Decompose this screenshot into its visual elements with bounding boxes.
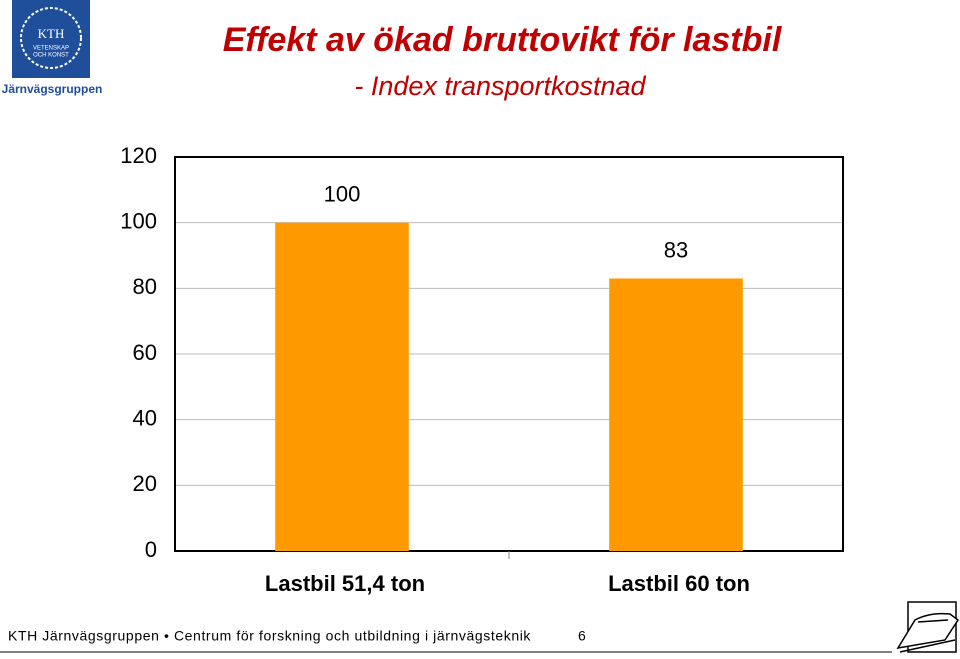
x-tick-label: Lastbil 60 ton	[608, 571, 750, 596]
data-label: 83	[664, 237, 688, 262]
y-tick-label: 60	[133, 340, 157, 365]
chart-subtitle: - Index transportkostnad	[354, 71, 646, 101]
logo-text: KTH	[38, 26, 65, 41]
y-tick-label: 0	[145, 537, 157, 562]
bar	[609, 278, 743, 551]
logo-shield	[12, 0, 90, 78]
chart-title: Effekt av ökad bruttovikt för lastbil	[223, 21, 783, 59]
plot-area: 0 20 40 60 80 100 120 Lastbil 51,4 ton 100 Lastbi…	[120, 143, 844, 596]
train-body	[896, 612, 960, 650]
logo-text: OCH KONST	[33, 53, 69, 59]
train-window	[917, 619, 949, 623]
y-tick-label: 120	[120, 143, 157, 168]
bar	[275, 222, 409, 551]
logo-ring	[20, 7, 82, 69]
page-number: 6	[578, 628, 586, 644]
x-tick-label: Lastbil 51,4 ton	[265, 571, 425, 596]
icon-frame	[907, 601, 957, 653]
y-tick-label: 40	[133, 405, 157, 430]
logo-caption: Järnvägsgruppen	[2, 82, 103, 96]
footer-text: KTH Järnvägsgruppen • Centrum för forskn…	[8, 628, 531, 644]
y-tick-label: 80	[133, 274, 157, 299]
train-icon	[896, 601, 960, 653]
y-tick-label: 20	[133, 471, 157, 496]
data-label: 100	[324, 181, 361, 206]
logo-text: VETENSKAP	[33, 46, 69, 52]
y-tick-label: 100	[120, 208, 157, 233]
train-track	[899, 639, 956, 653]
